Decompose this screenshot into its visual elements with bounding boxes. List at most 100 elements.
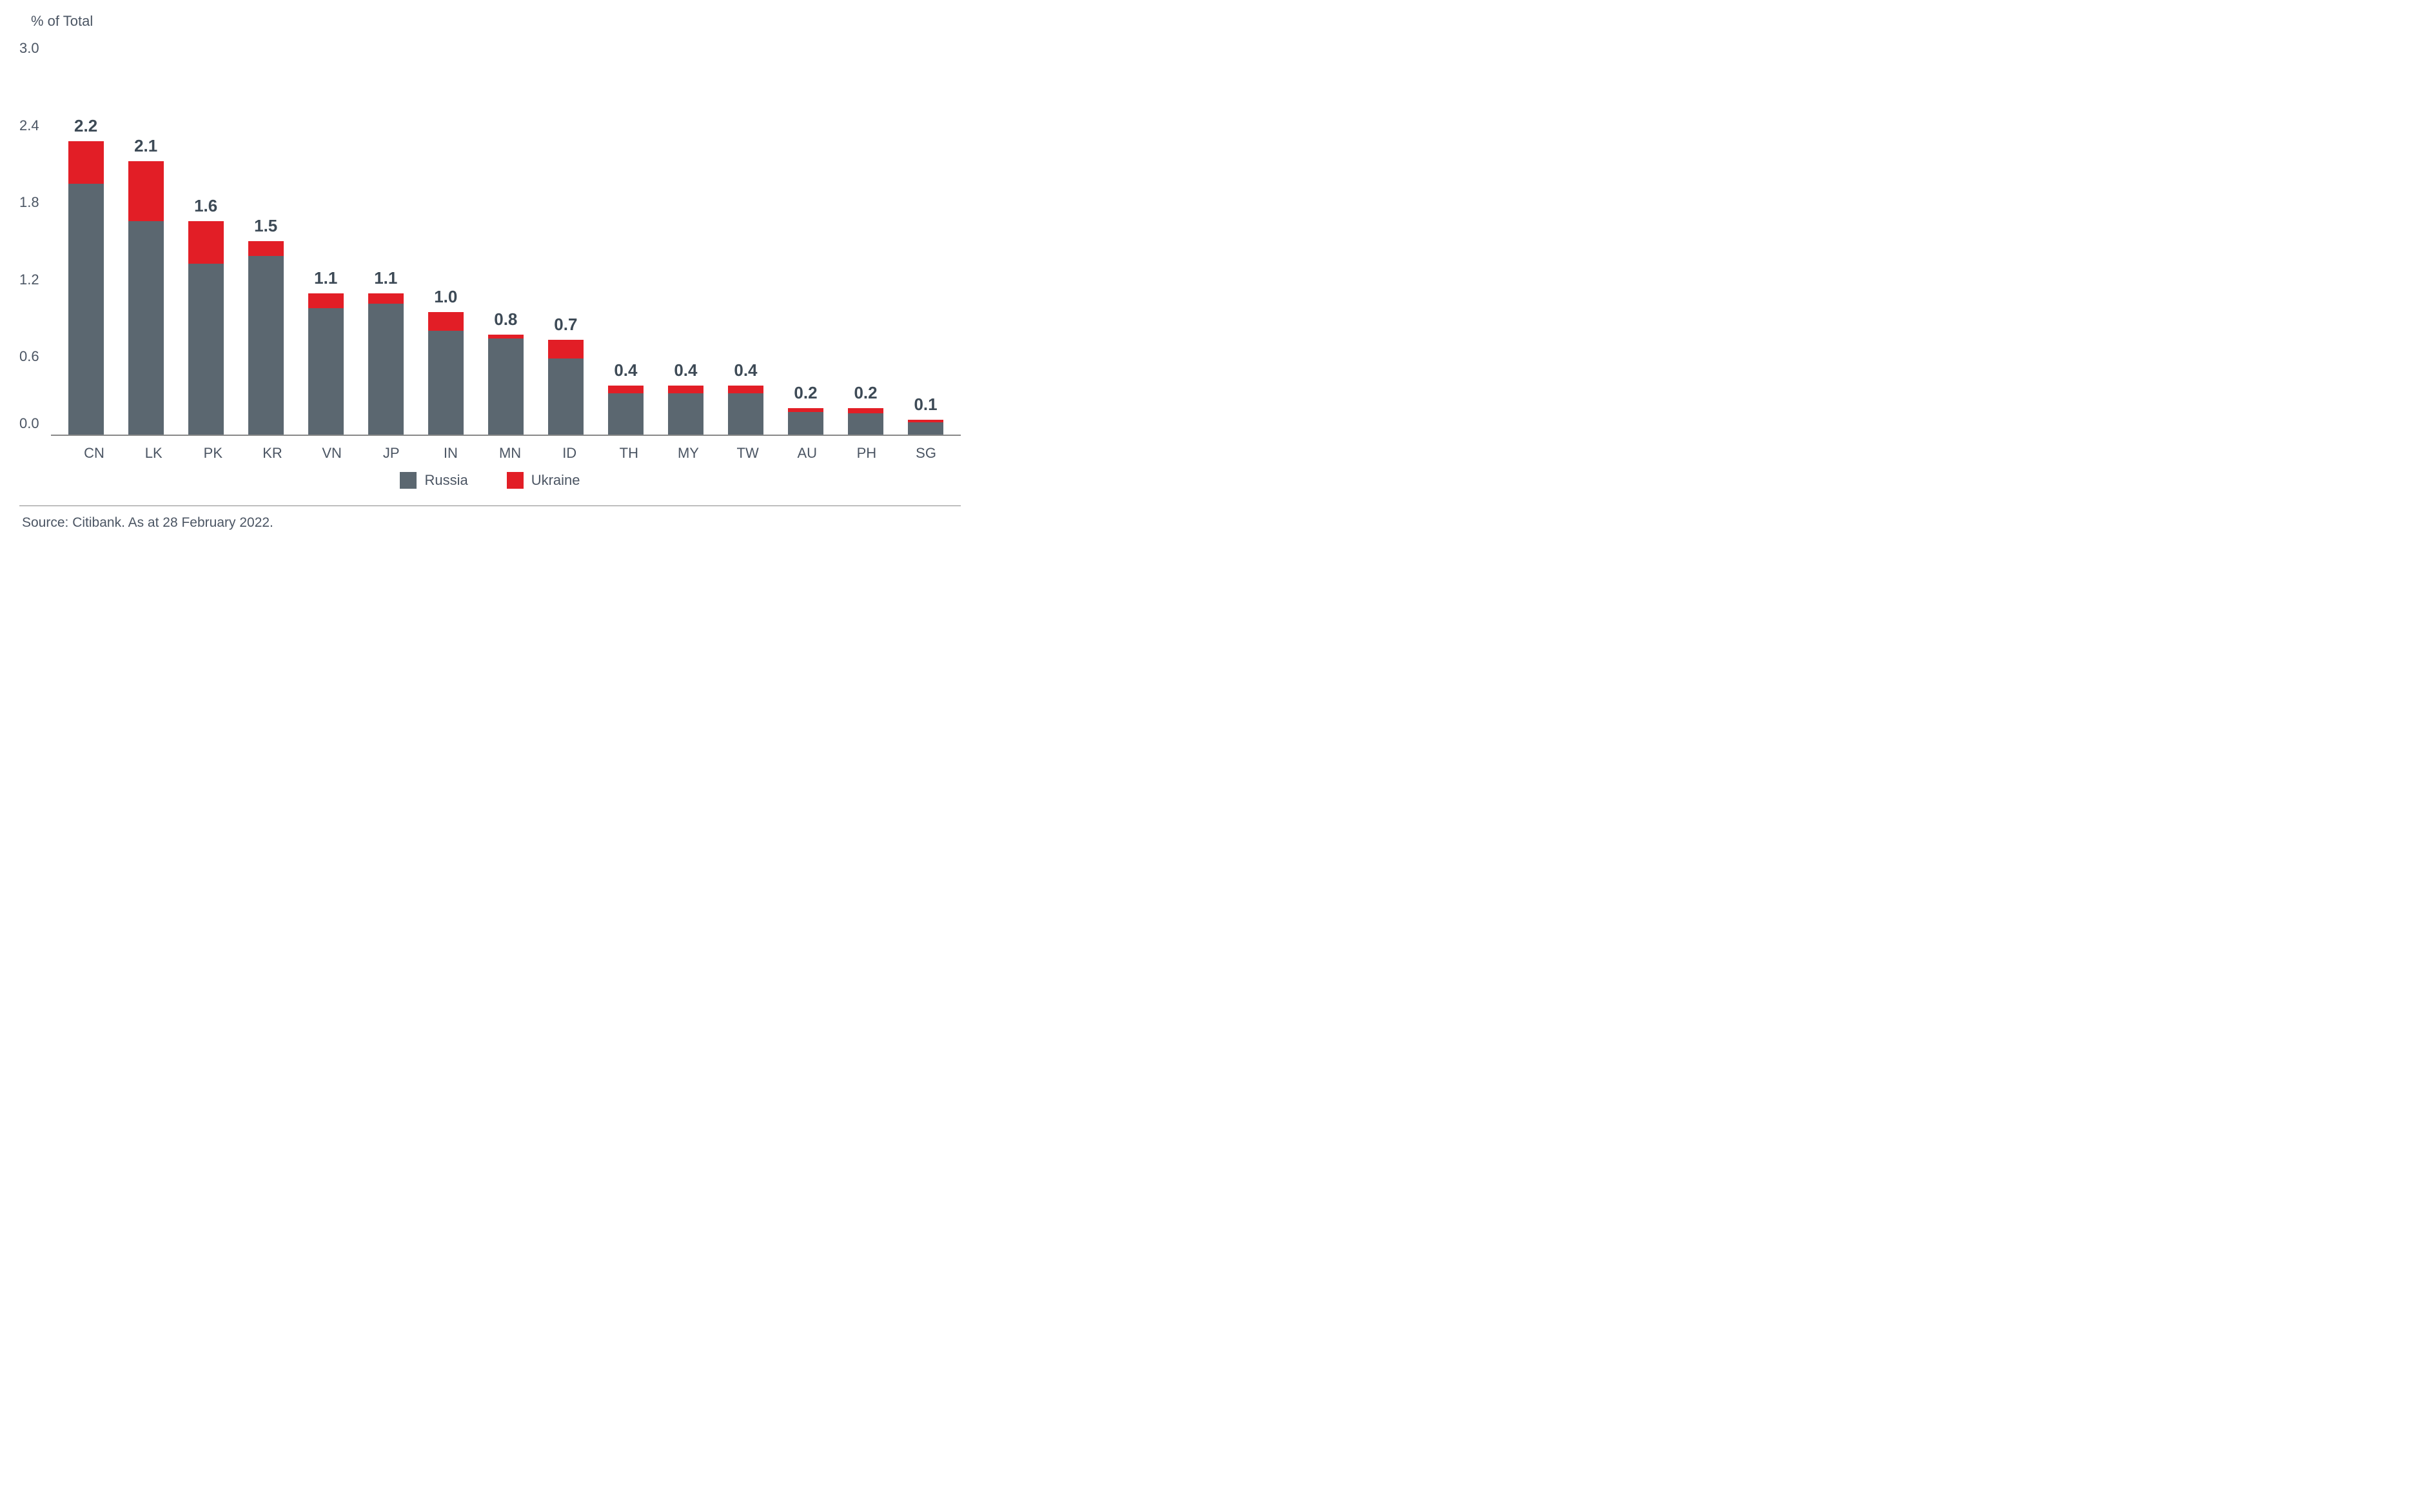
bar-stack <box>188 221 224 435</box>
bar-segment-russia <box>128 221 164 435</box>
bar-data-label: 0.2 <box>794 383 817 403</box>
x-tick: PH <box>837 445 896 462</box>
bar-stack <box>548 340 584 435</box>
x-axis: CNLKPKKRVNJPINMNIDTHMYTWAUPHSG <box>59 436 961 462</box>
bar-segment-ukraine <box>728 386 763 393</box>
bar-segment-ukraine <box>188 221 224 264</box>
bar-segment-ukraine <box>848 408 883 413</box>
bar-segment-ukraine <box>68 141 104 184</box>
bar-data-label: 2.1 <box>134 136 157 156</box>
bar-segment-russia <box>788 412 823 435</box>
chart-row: 3.0 2.4 1.8 1.2 0.6 0.0 2.2 2.1 1.6 1.5 1.1 1.1 1.0… <box>19 36 961 436</box>
bar-slot: 2.1 <box>116 36 176 435</box>
bar-segment-russia <box>908 422 943 435</box>
legend-item: Russia <box>400 472 467 489</box>
y-tick: 1.2 <box>19 273 39 287</box>
bar-slot: 1.1 <box>296 36 356 435</box>
bar-data-label: 2.2 <box>74 116 97 136</box>
bar-segment-russia <box>848 413 883 435</box>
bar-slot: 1.1 <box>356 36 416 435</box>
bar-segment-ukraine <box>248 241 284 256</box>
source-text: Source: Citibank. As at 28 February 2022… <box>19 506 961 545</box>
bar-stack <box>668 386 703 435</box>
bar-slot: 0.2 <box>836 36 896 435</box>
bar-segment-ukraine <box>428 312 464 331</box>
bar-data-label: 0.4 <box>734 360 757 380</box>
bar-stack <box>68 141 104 435</box>
bar-slot: 0.8 <box>476 36 536 435</box>
y-tick: 1.8 <box>19 195 39 210</box>
bar-slot: 0.1 <box>896 36 956 435</box>
y-tick: 0.6 <box>19 349 39 364</box>
x-tick: JP <box>362 445 421 462</box>
y-tick: 2.4 <box>19 119 39 133</box>
bar-slot: 0.7 <box>536 36 596 435</box>
bar-data-label: 0.1 <box>914 395 937 415</box>
bar-data-label: 0.2 <box>854 383 877 403</box>
bar-segment-ukraine <box>548 340 584 358</box>
bar-data-label: 1.6 <box>194 196 217 216</box>
bar-stack <box>488 335 524 435</box>
x-tick: ID <box>540 445 599 462</box>
x-tick: LK <box>124 445 183 462</box>
x-tick: SG <box>896 445 956 462</box>
bar-segment-ukraine <box>608 386 644 393</box>
bar-data-label: 0.4 <box>674 360 697 380</box>
bar-data-label: 0.7 <box>554 315 577 335</box>
bar-segment-russia <box>608 393 644 435</box>
x-tick: VN <box>302 445 362 462</box>
x-tick: IN <box>421 445 480 462</box>
bar-data-label: 0.4 <box>614 360 637 380</box>
bar-stack <box>728 386 763 435</box>
bar-slot: 0.2 <box>776 36 836 435</box>
x-tick: AU <box>778 445 837 462</box>
bar-slot: 1.5 <box>236 36 296 435</box>
bar-segment-russia <box>488 339 524 435</box>
x-tick: CN <box>64 445 124 462</box>
legend-item: Ukraine <box>507 472 580 489</box>
bar-slot: 0.4 <box>716 36 776 435</box>
bar-segment-russia <box>548 358 584 435</box>
bar-slot: 1.6 <box>176 36 236 435</box>
bar-stack <box>848 408 883 435</box>
chart-container: % of Total 3.02.41.81.20.60.0 2.22.11.61… <box>0 0 980 545</box>
bar-segment-russia <box>68 184 104 435</box>
bar-slot: 1.0 <box>416 36 476 435</box>
bar-data-label: 1.1 <box>314 268 337 288</box>
x-tick: TW <box>718 445 778 462</box>
bar-stack <box>428 312 464 435</box>
x-tick: MN <box>480 445 540 462</box>
bar-segment-ukraine <box>128 161 164 221</box>
bar-stack <box>308 293 344 435</box>
bar-segment-russia <box>668 393 703 435</box>
bar-segment-russia <box>188 264 224 435</box>
bar-slot: 0.4 <box>596 36 656 435</box>
bar-stack <box>128 161 164 435</box>
x-tick: MY <box>658 445 718 462</box>
legend-swatch <box>400 472 417 489</box>
bar-segment-russia <box>248 256 284 435</box>
bar-segment-russia <box>368 304 404 435</box>
bar-segment-russia <box>428 331 464 435</box>
bar-segment-russia <box>728 393 763 435</box>
y-tick: 3.0 <box>19 41 39 55</box>
bar-stack <box>368 293 404 435</box>
legend: Russia Ukraine <box>19 472 961 489</box>
x-tick: PK <box>183 445 242 462</box>
legend-label: Russia <box>424 472 467 489</box>
bar-data-label: 0.8 <box>494 309 517 329</box>
bar-data-label: 1.5 <box>254 216 277 236</box>
bar-stack <box>248 241 284 435</box>
legend-swatch <box>507 472 524 489</box>
bar-slot: 2.2 <box>56 36 116 435</box>
bar-data-label: 1.0 <box>434 287 457 307</box>
bar-segment-ukraine <box>668 386 703 393</box>
bar-data-label: 1.1 <box>374 268 397 288</box>
x-tick: TH <box>599 445 658 462</box>
bar-segment-ukraine <box>308 293 344 308</box>
bar-stack <box>608 386 644 435</box>
bar-segment-ukraine <box>368 293 404 304</box>
bar-segment-russia <box>308 308 344 435</box>
y-axis: 3.0 2.4 1.8 1.2 0.6 0.0 <box>19 36 51 436</box>
y-tick: 0.0 <box>19 417 39 431</box>
